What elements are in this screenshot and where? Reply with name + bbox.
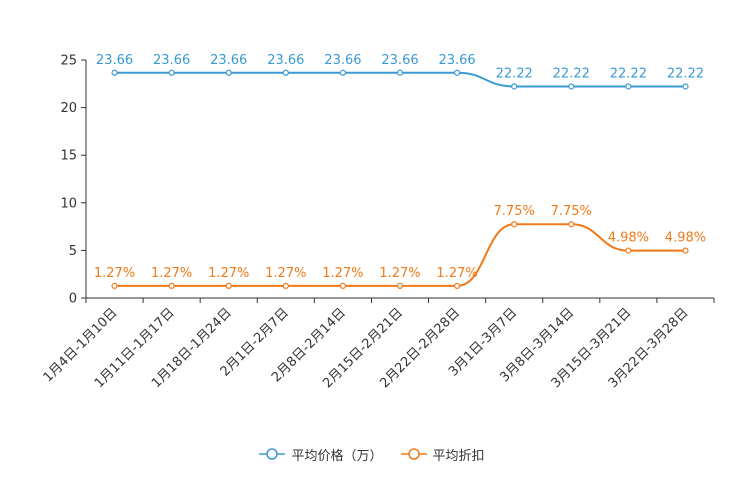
y-tick-label: 5 xyxy=(69,244,77,259)
point-average-discount xyxy=(396,282,404,290)
y-tick-label: 0 xyxy=(69,292,77,307)
point-average-price xyxy=(682,83,689,90)
data-label-average-price: 23.66 xyxy=(96,53,133,68)
point-average-discount xyxy=(625,247,632,254)
data-label-average-discount: 1.27% xyxy=(208,266,249,281)
series-line-average-discount xyxy=(114,223,686,287)
point-average-price xyxy=(396,69,404,76)
data-label-average-price: 23.66 xyxy=(438,53,475,68)
point-average-discount xyxy=(168,282,175,290)
point-average-discount xyxy=(111,282,118,290)
data-label-average-discount: 1.27% xyxy=(379,266,420,281)
legend-marker-average-discount xyxy=(400,448,427,460)
point-average-price xyxy=(453,69,461,76)
point-average-discount xyxy=(682,247,689,254)
legend-item-average-price[interactable]: 平均价格（万） xyxy=(259,444,383,464)
y-tick-label: 25 xyxy=(60,54,77,69)
data-label-average-discount: 7.75% xyxy=(494,204,535,219)
point-average-price xyxy=(282,69,289,76)
data-label-average-discount: 4.98% xyxy=(665,231,706,246)
data-label-average-price: 23.66 xyxy=(210,53,247,68)
y-tick-label: 20 xyxy=(60,101,77,116)
point-average-price xyxy=(168,69,175,76)
data-label-average-price: 23.66 xyxy=(381,53,418,68)
point-average-discount xyxy=(453,282,461,290)
point-average-price xyxy=(111,69,118,76)
point-average-price xyxy=(339,69,347,76)
data-label-average-price: 22.22 xyxy=(667,66,704,81)
legend-marker-average-price xyxy=(259,448,286,460)
legend-label-average-discount: 平均折扣 xyxy=(432,448,485,464)
data-label-average-price: 23.66 xyxy=(324,53,361,68)
data-label-average-discount: 1.27% xyxy=(436,266,477,281)
data-label-average-discount: 7.75% xyxy=(551,204,592,219)
data-label-average-discount: 1.27% xyxy=(151,266,192,281)
point-average-discount xyxy=(282,282,289,290)
data-label-average-price: 22.22 xyxy=(553,66,590,81)
line-chart: 05101520251月4日-1月10日1月11日-1月17日1月18日-1月2… xyxy=(41,53,715,391)
data-label-average-discount: 1.27% xyxy=(94,266,135,281)
point-average-price xyxy=(511,83,518,90)
data-label-average-price: 23.66 xyxy=(153,53,190,68)
y-tick-label: 10 xyxy=(60,196,77,211)
point-average-discount xyxy=(225,282,232,290)
legend-label-average-price: 平均价格（万） xyxy=(291,448,383,464)
data-label-average-discount: 1.27% xyxy=(265,266,306,281)
point-average-discount xyxy=(511,221,518,228)
data-label-average-discount: 1.27% xyxy=(322,266,363,281)
data-label-average-price: 22.22 xyxy=(496,66,533,81)
point-average-discount xyxy=(339,282,347,290)
data-label-average-price: 23.66 xyxy=(267,53,304,68)
data-label-average-price: 22.22 xyxy=(610,66,647,81)
data-label-average-discount: 4.98% xyxy=(608,231,649,246)
y-tick-label: 15 xyxy=(60,149,77,164)
point-average-price xyxy=(568,83,575,90)
point-average-price xyxy=(225,69,232,76)
legend: 平均价格（万） 平均折扣 xyxy=(0,444,744,464)
point-average-price xyxy=(625,83,632,90)
point-average-discount xyxy=(568,221,575,228)
legend-item-average-discount[interactable]: 平均折扣 xyxy=(400,444,485,464)
